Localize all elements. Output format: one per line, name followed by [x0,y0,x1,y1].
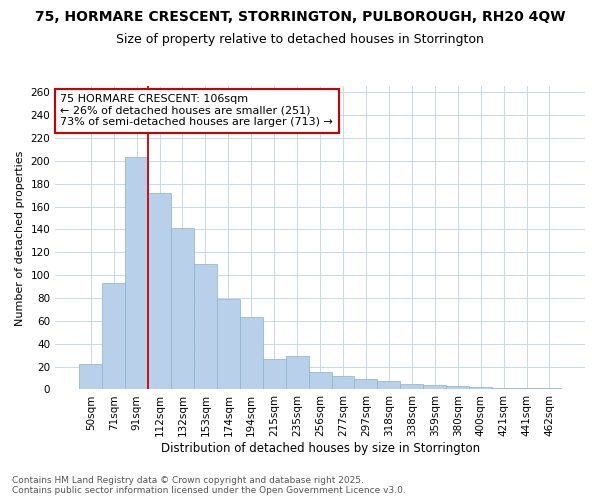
Bar [400,384,423,390]
X-axis label: Distribution of detached houses by size in Storrington: Distribution of detached houses by size … [161,442,479,455]
Bar [263,358,286,390]
Bar [377,382,400,390]
Bar [125,158,148,390]
Bar [171,228,194,390]
Text: 75 HORMARE CRESCENT: 106sqm
← 26% of detached houses are smaller (251)
73% of se: 75 HORMARE CRESCENT: 106sqm ← 26% of det… [61,94,334,128]
Y-axis label: Number of detached properties: Number of detached properties [15,150,25,326]
Bar [194,264,217,390]
Text: Contains HM Land Registry data © Crown copyright and database right 2025.
Contai: Contains HM Land Registry data © Crown c… [12,476,406,495]
Bar [102,283,125,390]
Bar [308,372,332,390]
Bar [515,388,538,390]
Bar [217,299,240,390]
Bar [240,318,263,390]
Bar [492,388,515,390]
Text: Size of property relative to detached houses in Storrington: Size of property relative to detached ho… [116,32,484,46]
Bar [148,193,171,390]
Bar [469,387,492,390]
Bar [423,385,446,390]
Text: 75, HORMARE CRESCENT, STORRINGTON, PULBOROUGH, RH20 4QW: 75, HORMARE CRESCENT, STORRINGTON, PULBO… [35,10,565,24]
Bar [79,364,102,390]
Bar [446,386,469,390]
Bar [332,376,355,390]
Bar [286,356,308,390]
Bar [538,388,561,390]
Bar [355,379,377,390]
